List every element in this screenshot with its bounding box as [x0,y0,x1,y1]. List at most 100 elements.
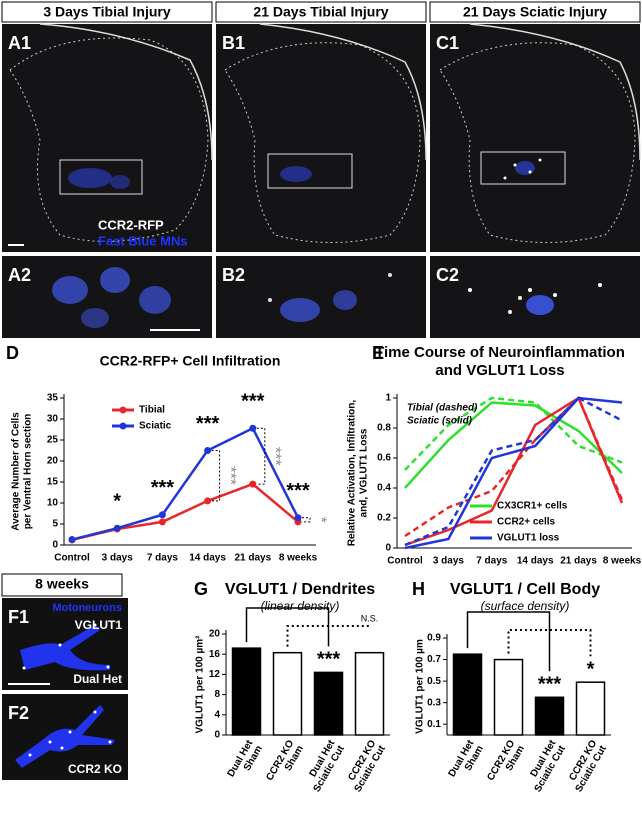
x-tick-label: 21 days [560,556,597,567]
micrograph [2,694,128,780]
legend-label: Sciatic [139,421,172,432]
y-tick-label: 0.2 [377,513,391,524]
x-tick-label: Control [54,553,90,564]
significance-label: *** [196,413,220,435]
x-tick-label: Control [387,556,423,567]
genotype-label: CCR2 KO [68,762,122,776]
bar [493,658,524,736]
legend-swatch [119,406,127,414]
panel-label: A1 [8,33,31,53]
x-tick-label: 8 weeks [279,553,318,564]
panel-label: C1 [436,33,459,53]
y-tick-label: 0.1 [427,719,441,730]
point [158,511,166,519]
comparison-label: *** [221,466,238,485]
panel-label: F1 [8,607,29,627]
comparison-bracket [507,629,592,657]
x-tick-label: 14 days [189,553,226,564]
stain-label: VGLUT1 [75,618,123,632]
x-tick-label: 3 days [102,553,134,564]
stain-label: CCR2-RFP [98,217,164,232]
x-tick-label: 7 days [476,556,508,567]
point [204,497,212,505]
bar [231,647,262,736]
comparison-bracket [302,517,311,523]
y-tick-label: 4 [214,709,220,720]
panel-label: C2 [436,265,459,285]
significance-label: *** [538,674,562,696]
y-tick-label: 0.7 [427,654,441,665]
micrograph [2,598,128,690]
legend-label: VGLUT1 loss [497,533,560,544]
x-tick-label: 3 days [433,556,465,567]
legend-label: CX3CR1+ cells [497,501,568,512]
series-line [404,396,624,547]
chart-subtitle: (surface density) [481,599,570,613]
comparison-bracket [286,625,371,647]
significance-label: *** [241,391,265,413]
panel-label: B2 [222,265,245,285]
chart-title: VGLUT1 / Dendrites [225,581,375,598]
panel-label: D [6,343,19,363]
header-box [1,1,213,23]
y-axis-label: VGLUT1 per 100 µm [415,639,426,734]
chart-title: Time Course of Neuroinflammation [375,344,625,361]
legend-swatch [119,422,127,430]
point [249,480,257,488]
panel-label: E [372,343,384,363]
x-tick-label: 21 days [234,553,271,564]
panel-label: A2 [8,265,31,285]
y-tick-label: 8 [214,689,220,700]
micrograph [2,256,212,338]
y-axis-label: per Ventral Horn section [23,414,34,530]
significance-label: *** [317,649,341,671]
series-line-dashed [404,396,623,471]
significance-label: * [113,490,121,512]
y-tick-label: 35 [47,393,59,404]
significance-label: N.S. [361,613,379,623]
comparison-bracket [466,611,551,672]
comparison-bracket [245,607,330,647]
y-tick-label: 0.4 [377,483,391,494]
comparison-bracket [256,427,266,485]
series-line [404,401,623,489]
chart-note: Sciatic (solid) [407,416,473,427]
stain-label: Fast Blue MNs [98,233,188,248]
y-tick-label: 12 [209,669,221,680]
x-tick-label: 7 days [147,553,179,564]
point [204,447,212,454]
significance-label: * [587,658,595,680]
point [294,514,302,522]
panel-label: H [412,579,425,599]
micrograph [2,23,213,252]
bar [575,681,606,736]
point [113,524,121,532]
y-tick-label: 10 [47,498,59,509]
chart-title: and VGLUT1 Loss [435,362,564,379]
chart-subtitle: (linear density) [261,599,340,613]
header-box [215,1,427,23]
y-axis-label: VGLUT1 per 100 µm² [195,635,206,734]
column-header: 3 Days Tibial Injury [43,4,171,20]
y-tick-label: 20 [47,456,59,467]
y-tick-label: 5 [52,519,58,530]
y-tick-label: 0 [52,540,58,551]
point [249,424,257,432]
legend-label: CCR2+ cells [497,517,556,528]
micrograph [430,256,640,338]
point [68,536,76,544]
y-tick-label: 0.8 [377,423,391,434]
bar [272,651,303,736]
y-tick-label: 0 [214,730,220,741]
y-tick-label: 15 [47,477,59,488]
column-header: 8 weeks [35,576,89,592]
comparison-bracket [211,450,221,502]
series-line [404,396,623,550]
chart-title: VGLUT1 / Cell Body [450,581,600,598]
y-tick-label: 0 [385,543,391,554]
micrograph [216,23,427,252]
